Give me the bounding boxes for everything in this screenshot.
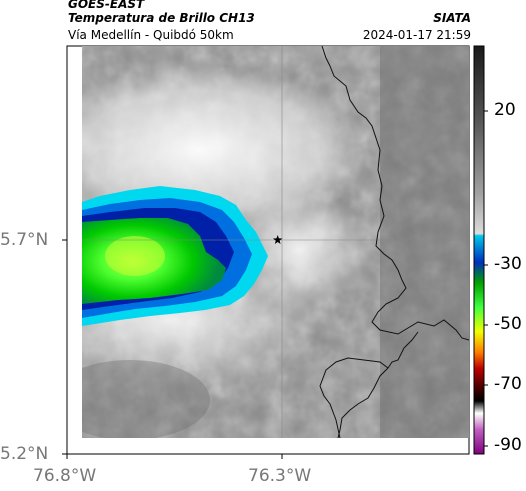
imagery <box>82 46 469 438</box>
colorbar-label: -70 <box>494 374 522 394</box>
colorbar-label: -50 <box>494 314 522 334</box>
datetime-label: 2024-01-17 21:59 <box>362 28 471 42</box>
xtick-label: 76.8°W <box>33 466 97 486</box>
ytick-label: 5.7°N <box>0 230 49 250</box>
satellite-label: GOES-EAST <box>68 0 145 11</box>
product-label: Temperatura de Brillo CH13 <box>68 11 255 25</box>
colorbar-label: -90 <box>494 435 522 455</box>
colorbar-label: 20 <box>494 100 516 120</box>
ytick-label: 5.2°N <box>0 444 49 464</box>
colorbar-label: -30 <box>494 254 522 274</box>
star-marker <box>272 235 283 244</box>
location-label: Vía Medellín - Quibdó 50km <box>68 28 234 42</box>
colorbar <box>473 45 488 455</box>
source-label: SIATA <box>433 11 471 25</box>
xtick-label: 76.3°W <box>248 466 312 486</box>
